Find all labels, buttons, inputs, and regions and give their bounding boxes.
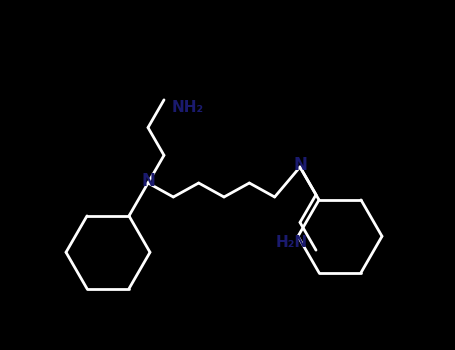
Text: N: N (141, 172, 155, 190)
Text: NH₂: NH₂ (172, 100, 204, 116)
Text: H₂N: H₂N (276, 234, 308, 250)
Text: N: N (293, 156, 307, 174)
